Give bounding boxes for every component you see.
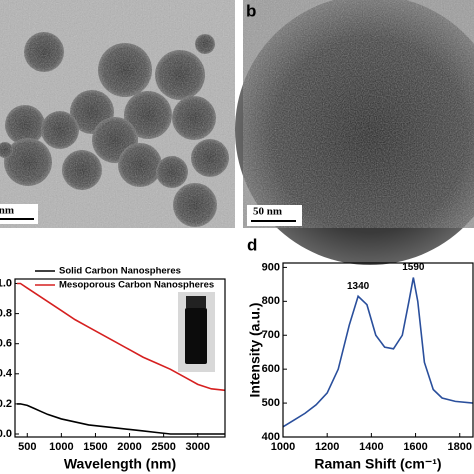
x-tick-label: 1400 <box>359 441 383 453</box>
y-tick-label: 400 <box>262 431 280 443</box>
legend-label: Solid Carbon Nanospheres <box>59 266 181 277</box>
panel-label: d <box>247 235 257 254</box>
y-tick-label: 0.0 <box>0 428 12 440</box>
panel-label: b <box>246 1 256 20</box>
scale-bar-label: 50 nm <box>253 206 282 218</box>
peak-annotation: 1340 <box>347 281 370 292</box>
y-tick-label: 700 <box>262 329 280 341</box>
data-line <box>17 403 225 435</box>
scale-bar-a: 50 nm <box>0 204 38 224</box>
y-tick-label: 800 <box>262 295 280 307</box>
x-tick-label: 500 <box>18 441 36 453</box>
plot-frame <box>14 278 226 438</box>
data-line <box>282 277 474 428</box>
plot-frame <box>282 262 474 438</box>
y-tick-label: 0.6 <box>0 338 12 350</box>
y-tick-label: 1.0 <box>0 277 12 289</box>
x-tick-label: 1500 <box>83 441 107 453</box>
x-tick-label: 1600 <box>403 441 427 453</box>
x-tick-label: 3000 <box>185 441 209 453</box>
x-axis-label: Raman Shift (cm⁻¹) <box>314 456 441 472</box>
x-axis-label: Wavelength (nm) <box>64 456 176 472</box>
y-tick-label: 0.4 <box>0 368 13 380</box>
peak-annotation: 1590 <box>402 262 425 273</box>
y-tick-label: 0.8 <box>0 308 12 320</box>
legend-label: Mesoporous Carbon Nanospheres <box>59 280 214 291</box>
tem-image-a <box>0 0 235 228</box>
y-axis-label: Intensity (a.u.) <box>247 303 263 398</box>
y-tick-label: 900 <box>262 261 280 273</box>
tem-image-b <box>235 0 474 265</box>
data-line <box>17 282 226 392</box>
scale-bar-b: 50 nm <box>247 205 302 226</box>
y-tick-label: 500 <box>262 397 280 409</box>
x-tick-label: 2500 <box>151 441 175 453</box>
x-tick-label: 2000 <box>117 441 141 453</box>
y-tick-label: 600 <box>262 363 280 375</box>
y-tick-label: 0.2 <box>0 398 12 410</box>
x-tick-label: 1200 <box>315 441 339 453</box>
x-tick-label: 1000 <box>49 441 73 453</box>
x-tick-label: 1000 <box>271 441 295 453</box>
scale-bar-label: 50 nm <box>0 205 14 217</box>
x-tick-label: 1800 <box>448 441 472 453</box>
inset-photo <box>178 292 215 372</box>
